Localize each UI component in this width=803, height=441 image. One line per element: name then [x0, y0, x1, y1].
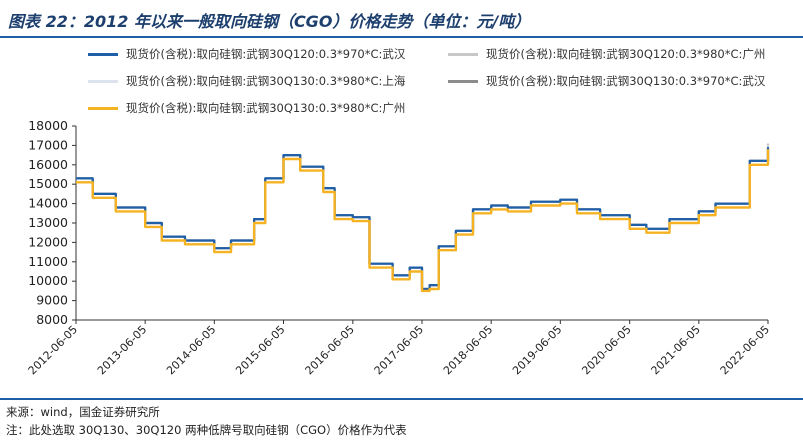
legend: 现货价(含税):取向硅钢:武钢30Q120:0.3*970*C:武汉 现货价(含…: [88, 46, 788, 126]
y-tick-label: 12000: [28, 234, 68, 249]
legend-item-1: 现货价(含税):取向硅钢:武钢30Q120:0.3*970*C:武汉: [88, 46, 405, 62]
y-tick-label: 18000: [28, 118, 68, 133]
x-tick-label: 2022-06-05: [718, 323, 772, 377]
legend-swatch-5: [88, 106, 118, 110]
y-tick-label: 13000: [28, 215, 68, 230]
line-chart: 18000 17000 16000 15000 14000 13000 12000 11000…: [26, 118, 772, 377]
x-tick-label: 2019-06-05: [510, 323, 564, 377]
legend-item-3: 现货价(含税):取向硅钢:武钢30Q130:0.3*980*C:上海: [88, 73, 405, 89]
y-tick-label: 9000: [36, 293, 68, 308]
x-tick-label: 2014-06-05: [164, 323, 218, 377]
legend-swatch-1: [88, 52, 118, 56]
legend-label-2: 现货价(含税):取向硅钢:武钢30Q120:0.3*980*C:广州: [486, 47, 766, 61]
y-tick-label: 14000: [28, 196, 68, 211]
series-line-5: [76, 149, 770, 293]
x-tick-label: 2013-06-05: [95, 323, 149, 377]
x-tick-label: 2021-06-05: [649, 323, 703, 377]
y-tick-label: 8000: [36, 312, 68, 327]
legend-label-4: 现货价(含税):取向硅钢:武钢30Q130:0.3*970*C:武汉: [486, 74, 766, 88]
x-tick-label: 2012-06-05: [26, 323, 80, 377]
x-tick-label: 2017-06-05: [372, 323, 426, 377]
y-tick-label: 15000: [28, 176, 68, 191]
x-tick-label: 2020-06-05: [579, 323, 633, 377]
legend-label-5: 现货价(含税):取向硅钢:武钢30Q130:0.3*980*C:广州: [126, 101, 406, 115]
footnote: 注：此处选取 30Q130、30Q120 两种低牌号取向硅钢（CGO）价格作为代…: [6, 423, 407, 437]
y-tick-label: 17000: [28, 137, 68, 152]
x-tick-label: 2016-06-05: [303, 323, 357, 377]
legend-item-2: 现货价(含税):取向硅钢:武钢30Q120:0.3*980*C:广州: [448, 46, 765, 62]
source-note: 来源：wind，国金证券研究所: [6, 405, 160, 419]
y-tick-label: 10000: [28, 273, 68, 288]
legend-label-1: 现货价(含税):取向硅钢:武钢30Q120:0.3*970*C:武汉: [126, 47, 406, 61]
chart-title: 图表 22：2012 年以来一般取向硅钢（CGO）价格走势（单位：元/吨）: [8, 12, 531, 31]
legend-item-4: 现货价(含税):取向硅钢:武钢30Q130:0.3*970*C:武汉: [448, 73, 765, 89]
legend-item-5: 现货价(含税):取向硅钢:武钢30Q130:0.3*980*C:广州: [88, 100, 405, 116]
y-tick-label: 11000: [28, 254, 68, 269]
x-tick-label: 2018-06-05: [441, 323, 495, 377]
legend-swatch-4: [448, 79, 478, 83]
footer-rule: [0, 398, 803, 400]
legend-swatch-2: [448, 52, 478, 56]
legend-swatch-3: [88, 79, 118, 83]
title-bar: 图表 22：2012 年以来一般取向硅钢（CGO）价格走势（单位：元/吨）: [0, 0, 803, 38]
x-tick-label: 2015-06-05: [233, 323, 287, 377]
legend-label-3: 现货价(含税):取向硅钢:武钢30Q130:0.3*980*C:上海: [126, 74, 406, 88]
y-tick-label: 16000: [28, 157, 68, 172]
series-line-1: [76, 147, 770, 291]
